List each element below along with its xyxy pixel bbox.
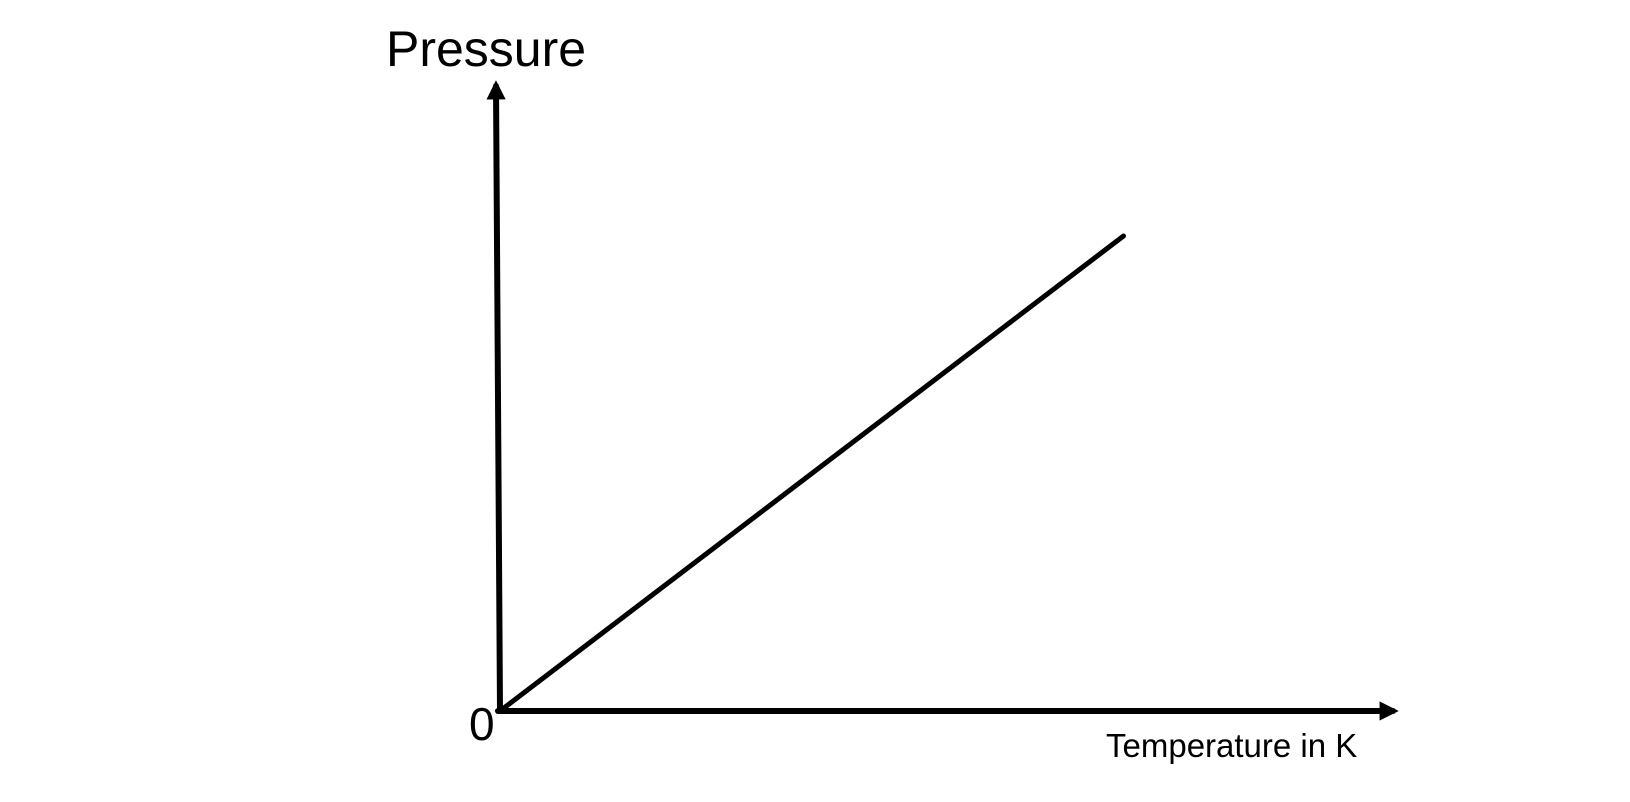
x-axis-label: Temperature in K (1106, 727, 1357, 764)
series-layer (497, 233, 1126, 714)
series-line-0 (497, 233, 1126, 714)
origin-label: 0 (469, 698, 495, 750)
y-axis (486, 80, 506, 714)
y-axis-label: Pressure (386, 21, 586, 77)
